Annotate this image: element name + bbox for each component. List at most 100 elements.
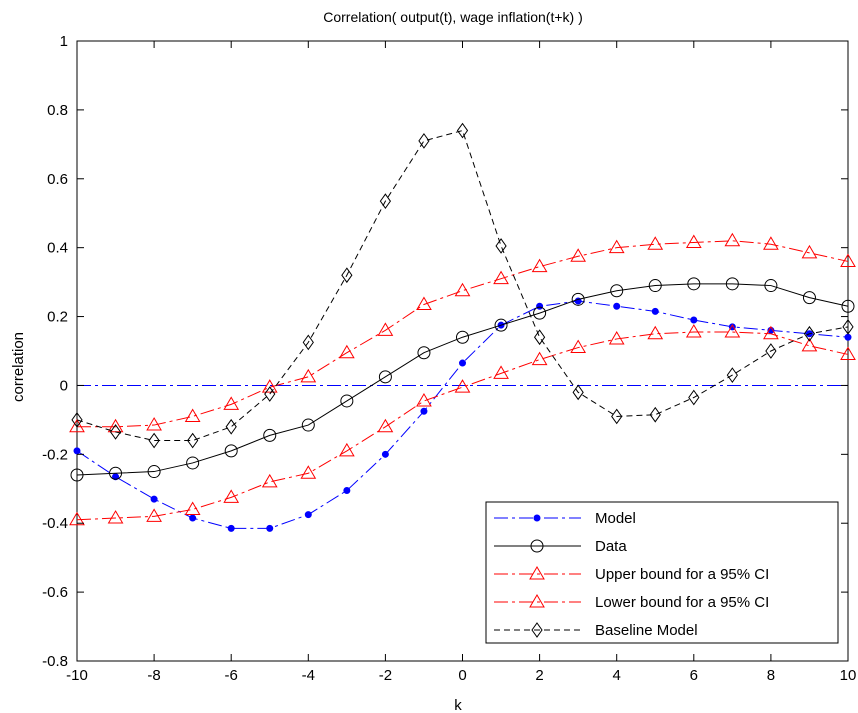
data-point [378, 370, 392, 384]
data-point [842, 319, 854, 335]
data-point [613, 302, 621, 310]
data-point [109, 424, 122, 440]
legend-marker-swatch [530, 539, 544, 553]
data-point [418, 133, 430, 149]
legend-label: Lower bound for a 95% CI [595, 594, 769, 611]
x-tick-label: 8 [767, 667, 775, 684]
data-point [224, 444, 238, 458]
data-point [338, 344, 355, 359]
data-point [724, 324, 741, 338]
data-point [763, 236, 779, 250]
y-axis-label: correlation [10, 332, 27, 402]
x-tick-label: -8 [147, 667, 160, 684]
x-tick-label: 4 [613, 667, 621, 684]
legend-entry: Model [494, 510, 636, 527]
data-point [651, 307, 659, 315]
x-axis-label: k [454, 697, 462, 713]
data-point [454, 379, 471, 393]
data-point [146, 508, 162, 522]
data-point [73, 447, 81, 455]
y-tick-label: 0 [60, 377, 68, 394]
data-point [802, 291, 816, 305]
data-point [381, 450, 389, 458]
data-point [765, 343, 777, 359]
legend-label: Model [595, 510, 636, 527]
legend-marker-swatch [529, 594, 545, 608]
x-tick-label: 6 [690, 667, 698, 684]
data-point [531, 351, 548, 366]
data-point [572, 384, 584, 401]
x-tick-label: -6 [225, 667, 238, 684]
data-point [223, 396, 240, 410]
data-point [608, 330, 625, 345]
y-tick-label: -0.6 [42, 584, 68, 601]
data-point [493, 365, 509, 379]
data-point [420, 407, 428, 415]
data-point [379, 193, 392, 210]
data-point [495, 238, 507, 254]
data-point [184, 408, 201, 422]
series-4 [71, 122, 854, 449]
legend-label: Baseline Model [595, 622, 698, 639]
y-tick-label: 1 [60, 33, 68, 50]
data-point [225, 418, 237, 435]
series-layer [69, 122, 856, 532]
legend-label: Data [595, 538, 627, 555]
series-line [77, 240, 849, 428]
data-point [456, 330, 469, 344]
data-point [454, 282, 471, 297]
data-point [456, 122, 469, 139]
data-point [840, 253, 856, 267]
data-point [571, 292, 585, 306]
data-point [840, 346, 856, 360]
data-point [107, 510, 124, 524]
ticks-layer: -10 -8 -6 -4 -2 0 2 4 6 8 10 -0.8 -0.6 -0.4 -0.2 0 0.2 0.… [42, 33, 856, 684]
data-point [687, 277, 701, 291]
data-point [647, 325, 664, 340]
data-point [189, 514, 197, 522]
data-point [227, 524, 235, 532]
x-tick-label: 2 [535, 667, 543, 684]
legend-label: Upper bound for a 95% CI [595, 566, 769, 583]
data-point [69, 511, 85, 526]
y-tick-label: -0.4 [42, 515, 68, 532]
data-point [531, 258, 548, 273]
data-point [261, 379, 278, 393]
data-point [801, 244, 818, 259]
data-point [649, 406, 661, 423]
data-point [261, 473, 278, 488]
y-tick-label: 0.6 [47, 171, 68, 188]
data-point [725, 277, 739, 291]
data-point [304, 511, 312, 519]
y-tick-label: -0.2 [42, 446, 68, 463]
data-point [264, 386, 276, 402]
data-point [148, 432, 160, 449]
data-point [187, 432, 199, 449]
data-point [263, 428, 277, 442]
data-point [223, 489, 240, 503]
legend-entry: Lower bound for a 95% CI [494, 594, 769, 611]
data-point [300, 465, 317, 479]
data-point [724, 232, 741, 247]
data-point [610, 284, 624, 298]
data-point [763, 325, 779, 340]
data-point [146, 417, 162, 431]
data-point [685, 324, 702, 338]
data-point [417, 346, 431, 360]
x-tick-label: 0 [458, 667, 466, 684]
legend-entry: Data [494, 538, 627, 555]
legend: Model Data Upper bound for a 95% CI Lower b… [485, 501, 839, 644]
data-point [688, 389, 700, 406]
data-point [377, 322, 394, 336]
data-point [647, 236, 664, 250]
data-point [494, 318, 508, 332]
data-point [648, 279, 662, 293]
series-line [76, 300, 849, 529]
data-point [685, 234, 702, 248]
data-point [302, 334, 314, 351]
y-tick-label: 0.2 [47, 309, 68, 326]
x-tick-label: -4 [302, 667, 315, 684]
chart-title: Correlation( output(t), wage inflation(t… [323, 9, 583, 25]
data-point [71, 412, 83, 428]
